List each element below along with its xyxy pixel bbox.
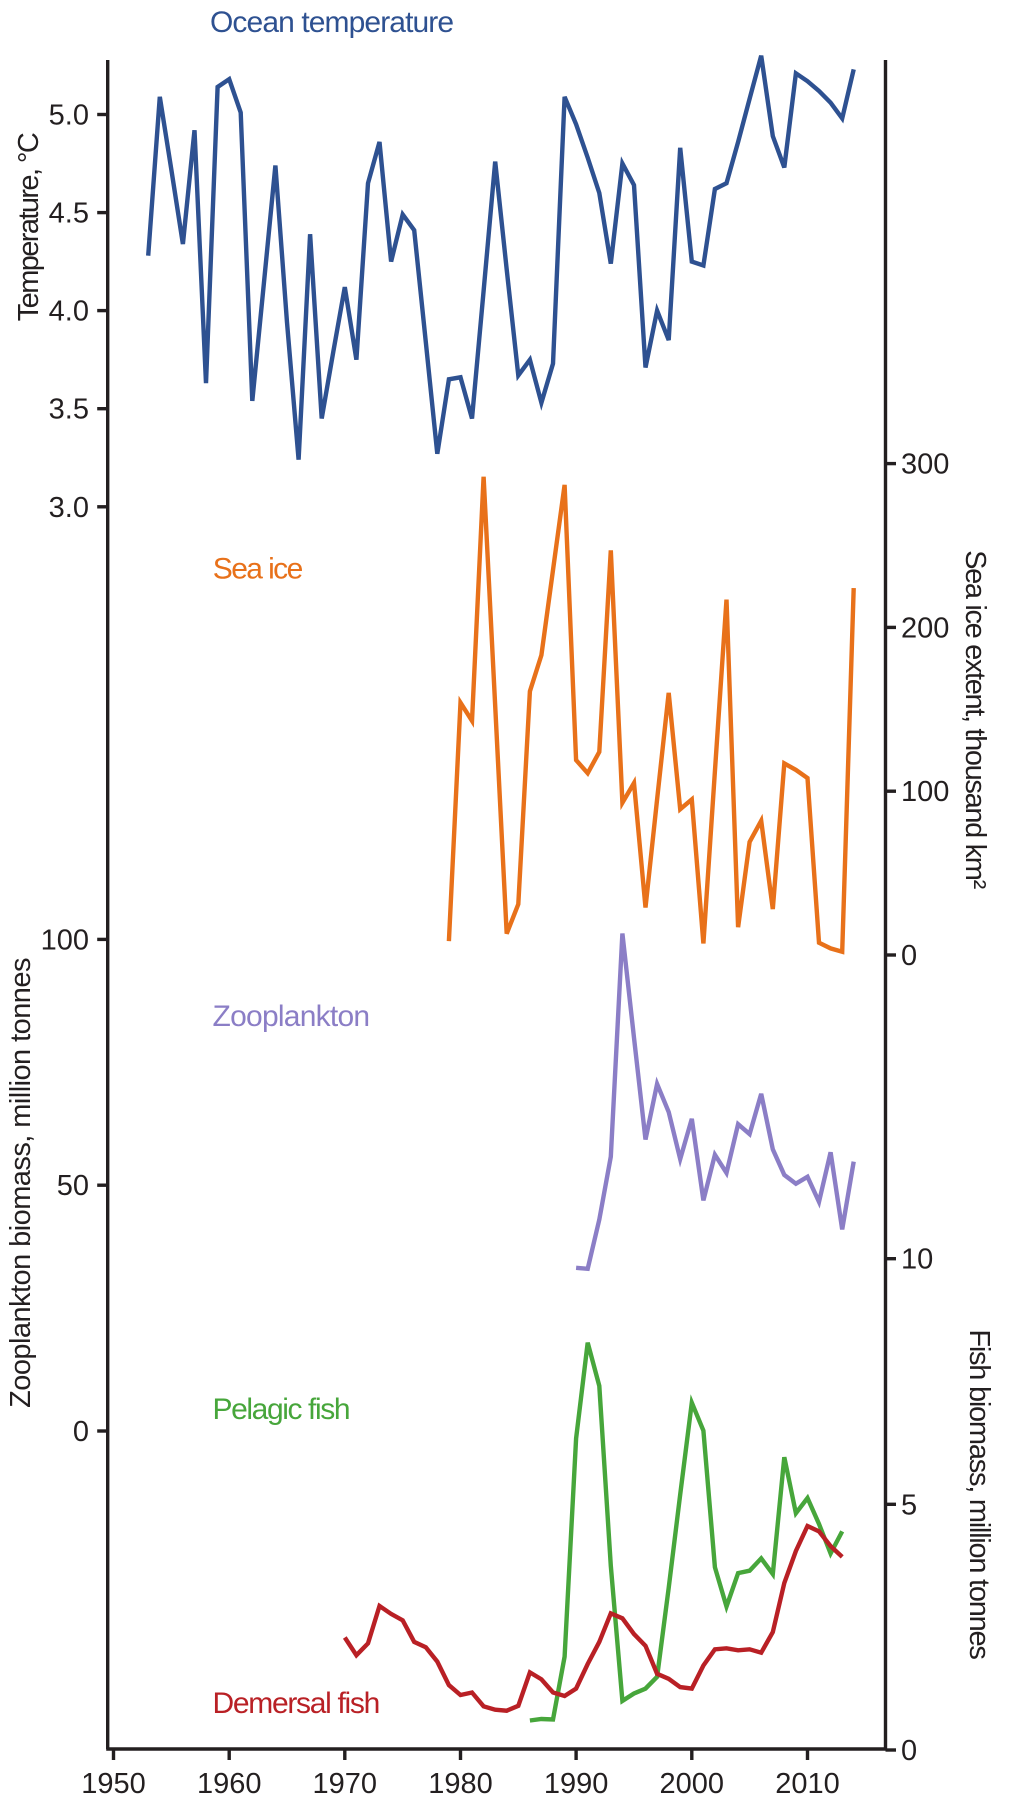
svg-text:10: 10 [901,1244,933,1276]
svg-text:1970: 1970 [313,1768,378,1800]
svg-text:3.5: 3.5 [49,394,89,426]
svg-text:1990: 1990 [544,1768,609,1800]
svg-text:Sea ice extent, thousand km²: Sea ice extent, thousand km² [959,550,991,889]
svg-text:Fish biomass, million tonnes: Fish biomass, million tonnes [963,1329,995,1659]
svg-text:200: 200 [901,612,949,644]
svg-text:Demersal fish: Demersal fish [213,1687,379,1720]
svg-text:0: 0 [901,1735,917,1767]
svg-text:Pelagic fish: Pelagic fish [213,1393,350,1426]
svg-text:50: 50 [57,1170,89,1202]
svg-text:1950: 1950 [81,1768,146,1800]
svg-text:300: 300 [901,449,949,481]
svg-text:100: 100 [41,924,89,956]
svg-text:5.0: 5.0 [49,100,89,132]
svg-text:4.5: 4.5 [49,198,89,230]
svg-text:5: 5 [901,1489,917,1521]
svg-text:100: 100 [901,776,949,808]
svg-text:Zooplankton: Zooplankton [213,1000,370,1033]
svg-text:2010: 2010 [775,1768,840,1800]
svg-text:Sea ice: Sea ice [213,553,303,586]
svg-text:0: 0 [901,940,917,972]
svg-text:4.0: 4.0 [49,296,89,328]
svg-text:Zooplankton biomass, million t: Zooplankton biomass, million tonnes [5,958,37,1408]
svg-text:2000: 2000 [660,1768,725,1800]
svg-text:1960: 1960 [197,1768,262,1800]
svg-text:0: 0 [73,1416,89,1448]
svg-text:Temperature, °C: Temperature, °C [13,133,45,321]
svg-text:Ocean temperature: Ocean temperature [210,6,453,39]
svg-text:3.0: 3.0 [49,492,89,524]
svg-text:1980: 1980 [428,1768,493,1800]
